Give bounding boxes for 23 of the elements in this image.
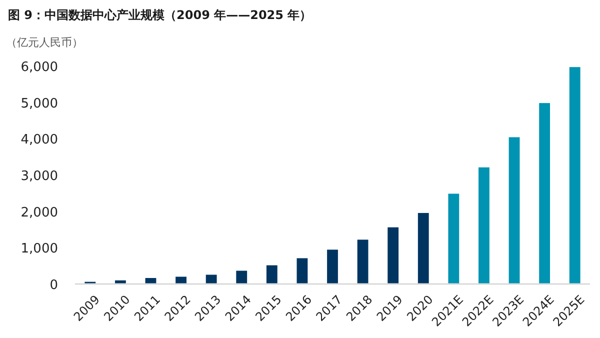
y-tick-label: 6,000	[20, 60, 58, 75]
bar	[357, 240, 368, 284]
y-tick-label: 0	[50, 278, 58, 293]
bar	[266, 265, 278, 284]
bar	[176, 276, 186, 284]
y-tick-label: 2,000	[20, 205, 58, 220]
bar	[539, 103, 550, 284]
bar	[569, 67, 580, 284]
y-axis-title: （亿元人民币）	[6, 36, 83, 49]
bar	[478, 167, 490, 284]
bar	[448, 194, 460, 284]
bar	[418, 212, 429, 284]
chart-title: 图 9：中国数据中心产业规模（2009 年——2025 年）	[8, 8, 312, 22]
bar	[327, 250, 338, 284]
bar	[388, 227, 399, 284]
bar	[236, 270, 248, 284]
y-tick-label: 4,000	[20, 132, 58, 148]
bar	[508, 137, 520, 284]
bar	[206, 274, 217, 284]
y-tick-label: 3,000	[20, 169, 58, 184]
y-tick-label: 5,000	[20, 96, 58, 112]
y-tick-label: 1,000	[20, 242, 58, 257]
bar	[296, 258, 308, 284]
